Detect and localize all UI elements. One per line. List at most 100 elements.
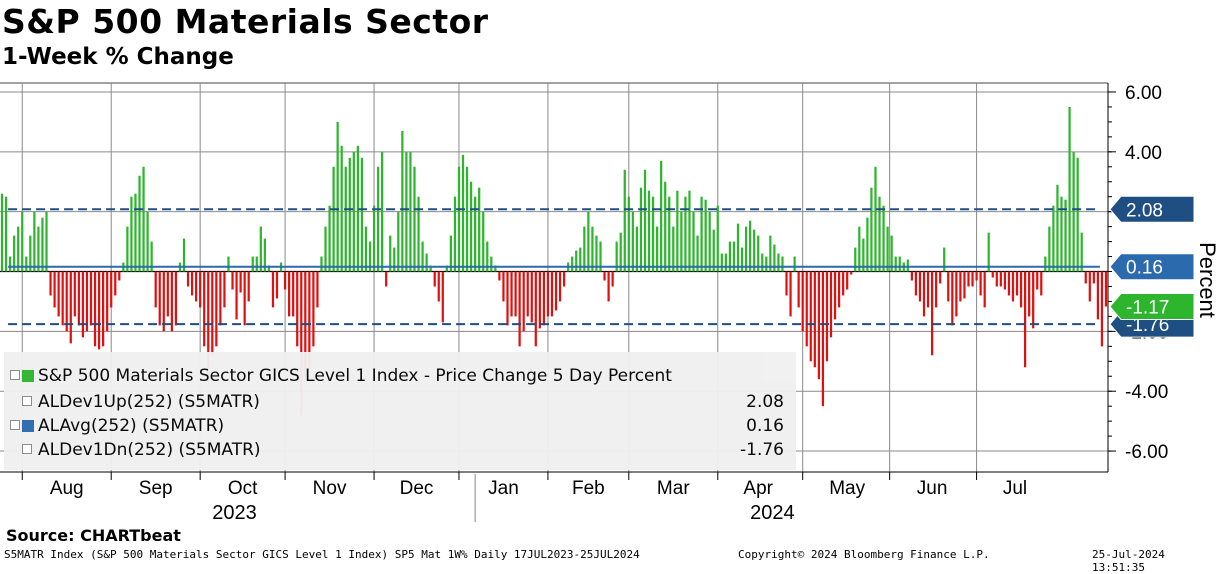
bar (777, 253, 780, 272)
bar (77, 271, 80, 326)
bar (69, 271, 72, 344)
legend: S&P 500 Materials Sector GICS Level 1 In… (4, 352, 796, 470)
bar (850, 271, 853, 275)
bar (963, 271, 966, 299)
bar (1015, 271, 1019, 296)
bar (696, 235, 699, 272)
reference-badge-label: 0.16 (1126, 258, 1163, 279)
bar (340, 145, 343, 272)
bar (478, 187, 481, 272)
bar (292, 271, 295, 317)
bar (190, 271, 194, 296)
bar (874, 166, 877, 272)
bar (579, 247, 582, 272)
bar (639, 187, 643, 272)
bar (1080, 232, 1083, 272)
bar (93, 271, 97, 347)
bar (174, 271, 178, 326)
bar (461, 154, 465, 272)
bar (587, 211, 590, 272)
legend-row-avg[interactable]: ALAvg(252) (S5MATR) 0.16 (4, 414, 796, 438)
footer-ticker: S5MATR Index (S&P 500 Materials Sector G… (4, 548, 640, 561)
bar (1064, 199, 1067, 272)
chart-subtitle: 1-Week % Change (2, 44, 234, 70)
last-value-badge-label: -1.17 (1126, 298, 1169, 319)
bar (469, 181, 473, 272)
bar (959, 271, 962, 302)
bar (324, 226, 327, 272)
bar (947, 271, 950, 302)
legend-toggle-icon[interactable] (10, 370, 20, 380)
bar (29, 235, 32, 272)
bar (765, 256, 768, 272)
legend-row-dev-down[interactable]: ALDev1Dn(252) (S5MATR) -1.76 (4, 438, 796, 462)
bar (275, 271, 279, 299)
bar (21, 211, 24, 272)
legend-label: ALAvg(252) (S5MATR) (38, 416, 225, 436)
bar (571, 256, 574, 272)
bar (199, 271, 202, 308)
bar (445, 265, 448, 272)
legend-row-dev-up[interactable]: ALDev1Up(252) (S5MATR) 2.08 (4, 390, 796, 414)
bar (251, 256, 254, 272)
bar (744, 226, 748, 272)
bar (842, 271, 845, 296)
bar (320, 256, 323, 272)
bar (749, 220, 752, 272)
bar (235, 271, 238, 320)
bar (81, 271, 85, 338)
bar (623, 169, 626, 272)
bar (490, 256, 493, 272)
bar (126, 226, 129, 272)
bar (716, 205, 719, 272)
bar (562, 271, 566, 287)
bar (825, 271, 829, 362)
bar (114, 271, 117, 296)
bar (283, 271, 287, 290)
bar (534, 271, 537, 347)
bar (417, 196, 420, 272)
bar (421, 241, 424, 272)
bar (1060, 196, 1063, 272)
bar (453, 196, 457, 272)
bar (704, 199, 707, 272)
bar (102, 271, 105, 347)
bar (203, 271, 206, 347)
bar (437, 271, 440, 302)
bar (385, 271, 388, 287)
x-tick-label: Jun (917, 478, 948, 499)
legend-toggle-icon[interactable] (22, 396, 32, 406)
legend-row-price-change[interactable]: S&P 500 Materials Sector GICS Level 1 In… (4, 364, 796, 388)
legend-toggle-icon[interactable] (22, 444, 32, 454)
x-tick-label: Mar (657, 478, 690, 499)
bar (134, 193, 137, 272)
bar (870, 187, 873, 272)
bar (894, 256, 897, 272)
bar (813, 271, 816, 368)
bar (158, 271, 161, 326)
legend-label: ALDev1Up(252) (S5MATR) (38, 392, 260, 412)
y-tick-label: 6.00 (1125, 83, 1162, 104)
bar (1068, 106, 1071, 272)
bar (1036, 271, 1039, 290)
bar (17, 226, 20, 272)
bar (308, 271, 311, 368)
x-tick-label: Nov (313, 478, 347, 499)
bar (951, 271, 954, 326)
bar (13, 235, 16, 272)
bar (65, 271, 68, 332)
bar (983, 271, 986, 308)
bar (182, 238, 186, 272)
bar (138, 175, 141, 272)
legend-toggle-icon[interactable] (10, 420, 20, 430)
x-tick-label: Aug (50, 478, 84, 499)
bar (401, 130, 404, 272)
bar (943, 247, 946, 272)
bar (1044, 256, 1047, 272)
x-tick-label: Jul (1003, 478, 1027, 499)
bar (967, 271, 970, 287)
bar (360, 157, 364, 272)
bar (611, 271, 614, 287)
bar (858, 226, 861, 272)
bar (595, 235, 598, 272)
